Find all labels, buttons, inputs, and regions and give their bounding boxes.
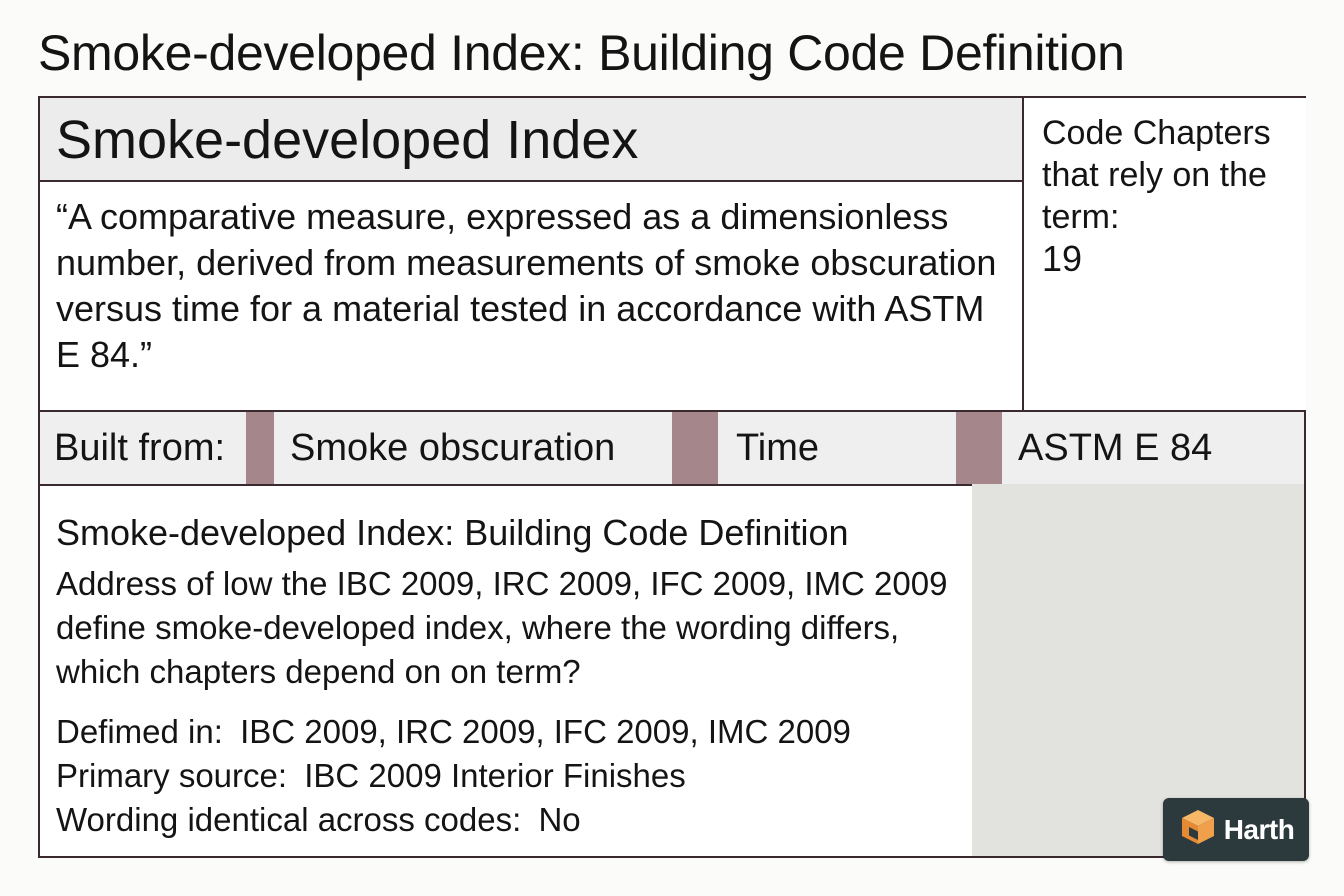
brand-badge[interactable]: Harth: [1163, 798, 1309, 861]
brand-name: Harth: [1223, 813, 1295, 845]
chapters-label: Code Chapters that rely on the term:: [1042, 114, 1271, 236]
fact-row: Primary source: IBC 2009 Interior Finish…: [56, 754, 956, 798]
side-shade-panel: [972, 484, 1304, 856]
built-from-row: Built from: Smoke obscuration Time ASTM …: [40, 410, 1304, 486]
chapters-panel: Code Chapters that rely on the term: 19: [1022, 98, 1306, 410]
summary-title: Smoke-developed Index: Building Code Def…: [56, 512, 849, 553]
fact-key: Primary source:: [56, 757, 288, 794]
fact-key: Wording identical across codes:: [56, 801, 522, 838]
built-from-separator: [956, 412, 1002, 484]
facts-list: Defimed in: IBC 2009, IRC 2009, IFC 2009…: [56, 710, 956, 842]
fact-key: Defimed in:: [56, 713, 223, 750]
page-title: Smoke-developed Index: Building Code Def…: [38, 25, 1125, 81]
cube-logo-icon: [1178, 807, 1218, 852]
definition-text: “A comparative measure, expressed as a d…: [56, 196, 997, 375]
built-from-separator: [246, 412, 274, 484]
fact-row: Defimed in: IBC 2009, IRC 2009, IFC 2009…: [56, 710, 956, 754]
built-from-item: Smoke obscuration: [290, 427, 616, 469]
summary-question: Address of low the IBC 2009, IRC 2009, I…: [56, 565, 948, 690]
term-header: Smoke-developed Index: [40, 98, 1022, 182]
fact-row: Wording identical across codes: No: [56, 798, 956, 842]
built-from-separator: [672, 412, 718, 484]
built-from-label: Built from:: [54, 427, 226, 469]
chapters-count: 19: [1042, 238, 1083, 279]
definition-card: Smoke-developed Index “A comparative mea…: [38, 96, 1306, 858]
summary-section: Smoke-developed Index: Building Code Def…: [56, 510, 956, 842]
fact-value: No: [538, 801, 581, 838]
built-from-item: ASTM E 84: [1018, 427, 1213, 469]
term-title: Smoke-developed Index: [56, 110, 639, 170]
fact-value: IBC 2009, IRC 2009, IFC 2009, IMC 2009: [240, 713, 851, 750]
built-from-item: Time: [736, 427, 820, 469]
fact-value: IBC 2009 Interior Finishes: [304, 757, 686, 794]
